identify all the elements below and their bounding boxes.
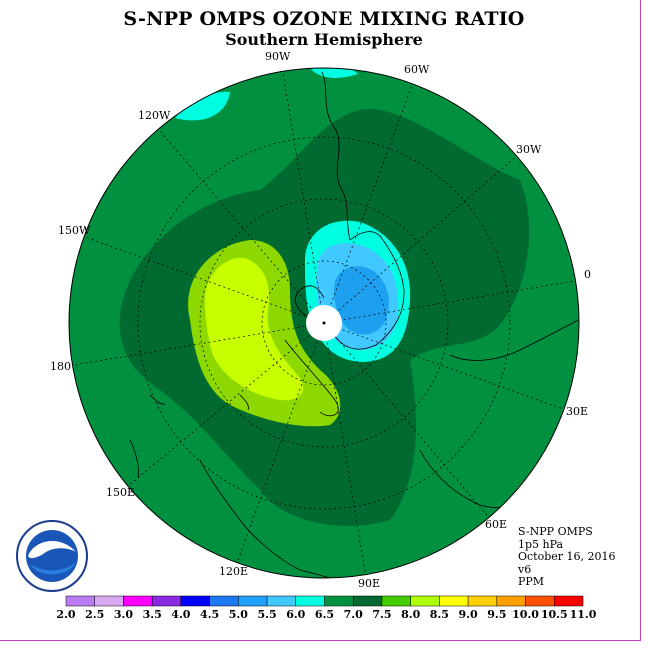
colorbar-tick-label: 8.5 [429,608,449,621]
figure-frame [0,0,641,641]
colorbar-tick-label: 6.5 [314,608,335,621]
lon-label-150w: 150W [58,224,91,237]
colorbar-tick-label: 5.0 [228,608,248,621]
lon-label-180: 180 [50,360,71,373]
south-pole-marker [322,321,326,325]
lon-label-30e: 30E [566,405,589,418]
colorbar-swatch [295,595,325,607]
lon-label-90e: 90E [358,577,381,590]
ozone-contour-4-5 [334,266,389,335]
colorbar-tick-label: 7.5 [372,608,392,621]
colorbar-swatch [94,595,124,607]
lon-label-60e: 60E [485,518,508,531]
colorbar-tick-label: 10.0 [512,608,539,621]
info-date: October 16, 2016 [518,550,616,563]
colorbar-tick-label: 3.0 [113,608,134,621]
map-boundary [68,67,580,579]
colorbar-tick-label: 4.5 [200,608,220,621]
colorbar-swatch [525,595,555,607]
ozone-patch-cyan-upper-left [175,91,230,121]
colorbar-tick-label: 8.0 [401,608,421,621]
lon-label-30w: 30W [516,143,542,156]
colorbar-tick-label: 7.0 [343,608,363,621]
colorbar-swatch [238,595,268,607]
colorbar-swatch [554,595,584,607]
lon-label-150e: 150E [106,486,136,499]
colorbar-swatch [381,595,411,607]
colorbar-swatch [123,595,153,607]
colorbar-swatch [266,595,297,607]
colorbar-tick-label: 2.0 [56,608,76,621]
colorbar-tick-label: 9.5 [487,608,507,621]
info-version: v6 [518,562,532,576]
colorbar-swatch [151,595,182,607]
lon-label-120w: 120W [138,109,171,122]
colorbar-tick-label: 4.0 [171,608,191,621]
colorbar-swatch [180,595,210,607]
colorbar-swatch [410,595,440,607]
colorbar-tick-label: 2.5 [85,608,105,621]
colorbar-tick-label: 6.0 [286,608,306,621]
graticule [69,68,579,578]
colorbar [65,595,584,607]
ozone-contour-7-5 [205,257,304,401]
colorbar-swatch [209,595,239,607]
colorbar-tick-label: 3.5 [142,608,162,621]
lon-label-120e: 120E [219,565,249,578]
colorbar-swatch [467,595,498,607]
colorbar-swatch [439,595,469,607]
colorbar-tick-label: 11.0 [569,608,597,621]
colorbar-tick-label: 5.5 [257,608,277,621]
info-units: PPM [518,575,545,588]
info-level: 1p5 hPa [518,537,564,551]
lon-label-0: 0 [584,268,591,281]
product-info: S-NPP OMPS 1p5 hPa October 16, 2016 v6 P… [518,525,616,589]
lon-label-60w: 60W [404,63,430,76]
noaa-logo [16,520,88,592]
colorbar-swatch [352,595,383,607]
colorbar-tick-label: 9.0 [458,608,478,621]
colorbar-swatch [496,595,526,607]
info-instrument: S-NPP OMPS [518,525,593,538]
colorbar-swatch [324,595,354,607]
colorbar-tick-label: 10.5 [540,608,568,621]
map-subtitle: Southern Hemisphere [225,30,423,49]
colorbar-swatch [65,595,95,607]
lon-label-90w: 90W [265,50,291,63]
map-title: S-NPP OMPS OZONE MIXING RATIO [123,8,525,30]
